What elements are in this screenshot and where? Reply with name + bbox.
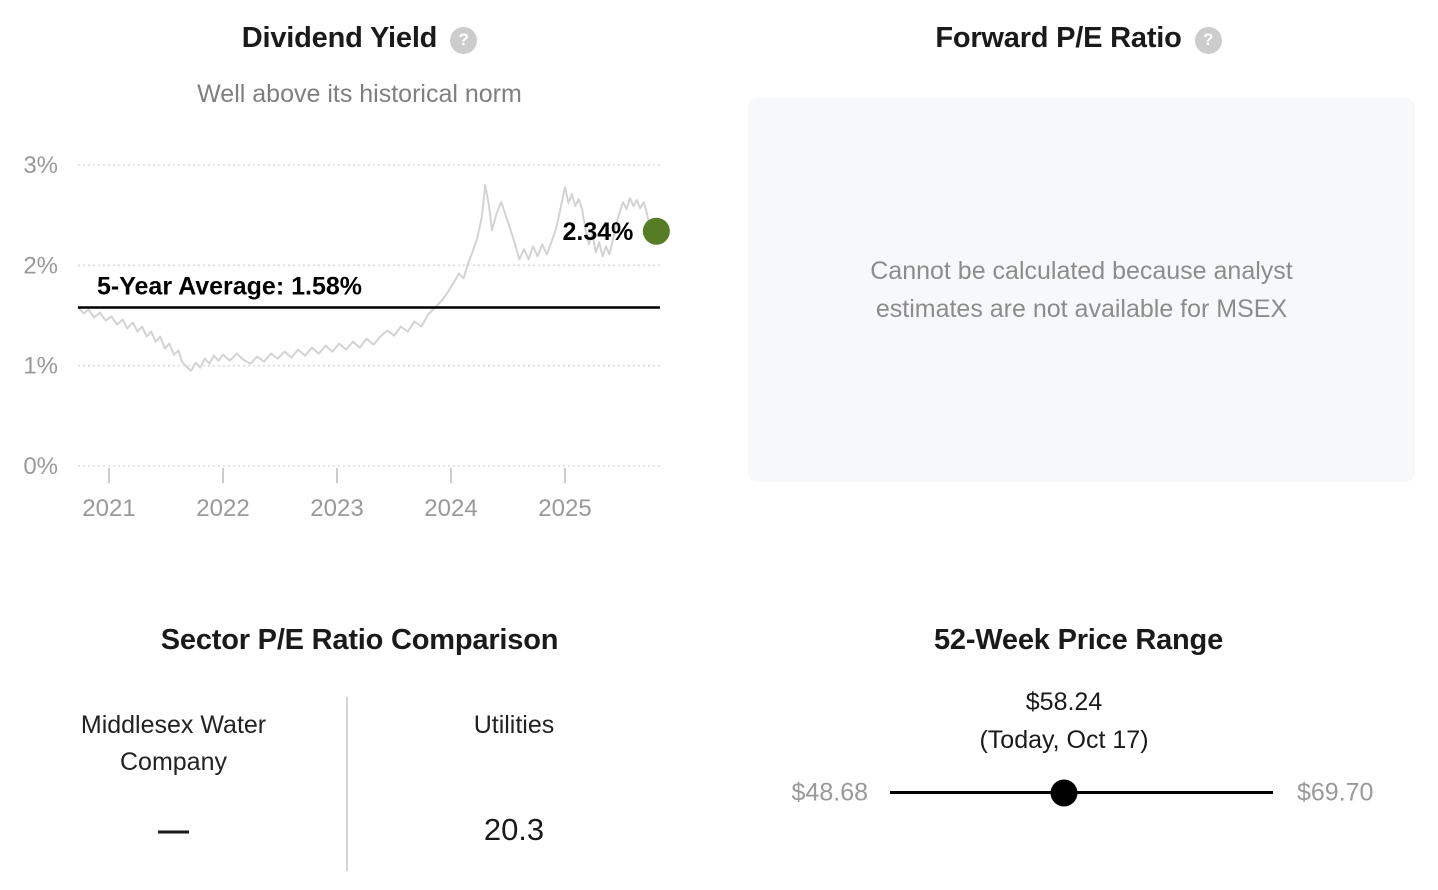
sector-column-label: Utilities	[473, 711, 555, 739]
dividend-yield-chart: 3% 2% 1% 0% 2021 2022 2023 2024 2025 5-Year Avera…	[23, 152, 670, 522]
y-axis-label: 0%	[23, 453, 58, 480]
company-pe-value: —	[158, 812, 189, 847]
y-axis-label: 3%	[23, 152, 58, 179]
range-low-label: $48.68	[791, 778, 868, 807]
x-axis-label: 2022	[196, 495, 249, 522]
price-range-panel: 52-Week Price Range $58.24 (Today, Oct 1…	[719, 560, 1438, 890]
current-price-marker	[1050, 779, 1078, 807]
price-range-track	[890, 791, 1273, 794]
x-axis-label: 2023	[310, 495, 363, 522]
dividend-yield-title-row: Dividend Yield ?	[0, 22, 719, 55]
x-axis-label: 2025	[538, 495, 591, 522]
dividend-yield-panel: Dividend Yield ? Well above its historic…	[0, 0, 719, 560]
sector-pe-title: Sector P/E Ratio Comparison	[160, 624, 559, 656]
y-axis-label: 2%	[23, 252, 58, 279]
help-icon[interactable]: ?	[1194, 26, 1222, 54]
dividend-yield-line	[77, 184, 651, 372]
dividend-yield-title: Dividend Yield	[241, 22, 438, 54]
forward-pe-title-row: Forward P/E Ratio ?	[719, 22, 1438, 55]
forward-pe-title: Forward P/E Ratio	[935, 22, 1182, 54]
current-value-dot	[642, 217, 670, 245]
y-axis-label: 1%	[23, 353, 58, 380]
average-label: 5-Year Average: 1.58%	[97, 272, 362, 300]
range-high-label: $69.70	[1297, 778, 1374, 807]
dividend-yield-subtitle: Well above its historical norm	[197, 80, 522, 108]
current-value-label: 2.34%	[562, 218, 633, 246]
x-axis-label: 2024	[424, 495, 477, 522]
column-divider	[346, 697, 348, 871]
current-price-date: (Today, Oct 17)	[979, 726, 1149, 754]
company-column-label: Middlesex Water Company	[80, 711, 267, 776]
sector-pe-value: 20.3	[483, 812, 545, 847]
sector-pe-panel: Sector P/E Ratio Comparison Middlesex Wa…	[0, 560, 719, 890]
forward-pe-panel: Forward P/E Ratio ? Cannot be calculated…	[719, 0, 1438, 560]
x-axis-label: 2021	[82, 495, 135, 522]
forward-pe-unavailable-message: Cannot be calculated because analyst est…	[870, 257, 1293, 323]
help-icon[interactable]: ?	[450, 26, 478, 54]
price-range-title: 52-Week Price Range	[933, 624, 1224, 656]
forward-pe-unavailable-box: Cannot be calculated because analyst est…	[748, 98, 1415, 482]
current-price-label: $58.24	[1025, 688, 1103, 716]
